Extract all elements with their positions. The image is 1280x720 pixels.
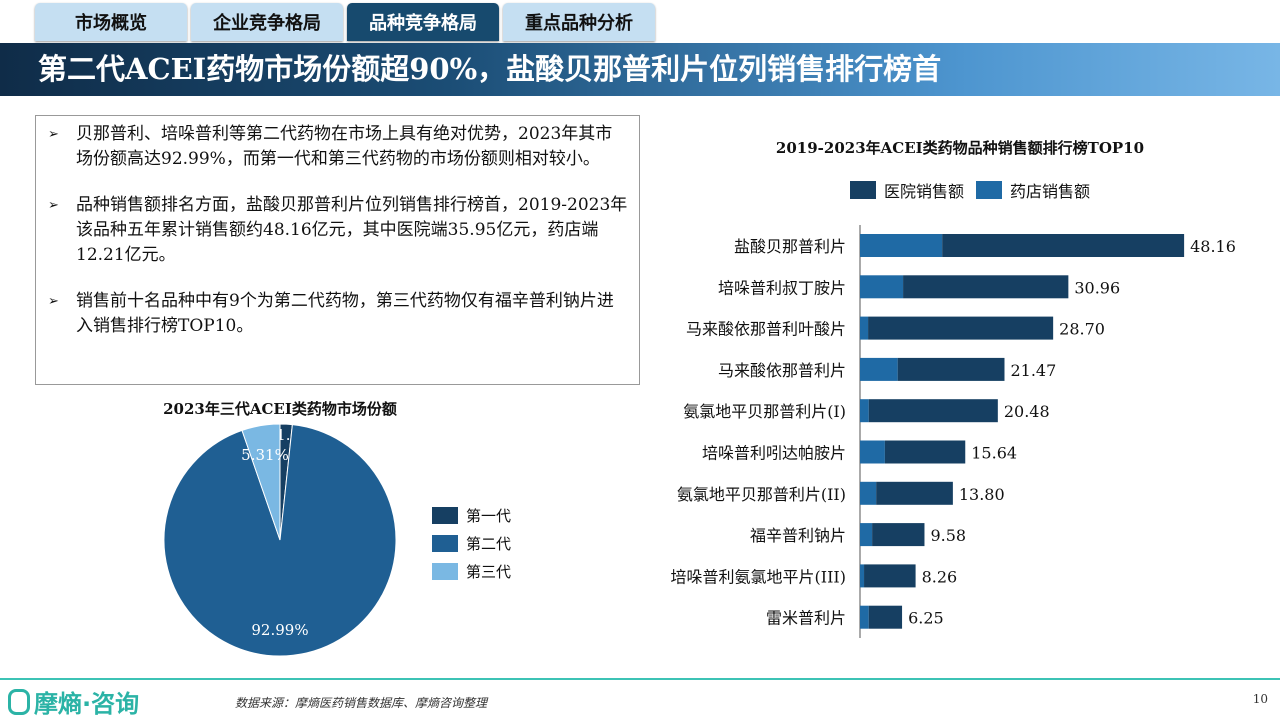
legend-item: 第一代 xyxy=(432,505,511,526)
pie-slice xyxy=(241,423,281,541)
bar-segment xyxy=(864,564,916,588)
legend-label: 第二代 xyxy=(466,535,512,553)
category-label: 盐酸贝那普利片 xyxy=(734,237,846,256)
arrow-bullet-icon: ➢ xyxy=(48,198,59,213)
bar-segment xyxy=(884,440,966,464)
legend-item: 第三代 xyxy=(432,561,511,582)
footer-divider xyxy=(0,678,1280,680)
category-label: 马来酸依那普利片 xyxy=(718,361,846,380)
tab-variety-competition[interactable]: 品种竞争格局 xyxy=(347,3,499,41)
pie-data-label: 5.31% xyxy=(241,446,289,464)
bar-segment xyxy=(860,564,865,588)
pie-slice xyxy=(163,424,397,657)
bar-segment xyxy=(860,357,898,381)
category-label: 培哚普利吲达帕胺片 xyxy=(702,444,846,463)
bullet-text: 贝那普利、培哚普利等第二代药物在市场上具有绝对优势，2023年其市场份额高达92… xyxy=(76,124,613,169)
bar-value-label: 15.64 xyxy=(971,444,1017,463)
bar-chart-title: 2019-2023年ACEI类药物品种销售额排行榜TOP10 xyxy=(775,139,1145,157)
category-label: 福辛普利钠片 xyxy=(750,526,846,545)
bar-segment xyxy=(942,234,1185,257)
legend-item-hospital: 医院销售额 xyxy=(850,178,964,202)
page-number: 10 xyxy=(1252,692,1268,706)
bar-value-label: 30.96 xyxy=(1074,278,1120,297)
legend-swatch xyxy=(976,181,1003,199)
category-label: 氨氯地平贝那普利片(II) xyxy=(677,485,846,504)
bar-segment xyxy=(860,523,873,547)
category-label: 培哚普利叔丁胺片 xyxy=(718,278,846,297)
bar-segment xyxy=(860,399,869,423)
bar-segment xyxy=(876,481,953,505)
tab-key-variety-analysis[interactable]: 重点品种分析 xyxy=(503,3,655,41)
page-title: 第二代ACEI药物市场份额超90%，盐酸贝那普利片位列销售排行榜首 xyxy=(0,43,1280,96)
bar-segment xyxy=(897,357,1005,381)
legend-swatch xyxy=(850,181,876,199)
company-logo: 摩熵·咨询 xyxy=(8,684,139,719)
bar-segment xyxy=(903,275,1069,299)
logo-icon xyxy=(8,688,30,715)
bar-value-label: 20.48 xyxy=(1004,402,1050,421)
legend-swatch xyxy=(432,507,458,524)
legend-swatch xyxy=(432,563,458,580)
bullet-text: 品种销售额排名方面，盐酸贝那普利片位列销售排行榜首，2019-2023年该品种五… xyxy=(76,195,628,265)
bar-value-label: 48.16 xyxy=(1190,237,1236,256)
logo-text: 摩熵·咨询 xyxy=(34,690,140,718)
category-label: 培哚普利氨氯地平片(III) xyxy=(671,567,846,586)
pie-chart: 1.70%92.99%5.31% xyxy=(163,423,397,657)
bar-segment xyxy=(868,605,903,629)
bar-segment xyxy=(860,481,877,505)
arrow-bullet-icon: ➢ xyxy=(48,127,59,142)
bullet-item: ➢ 贝那普利、培哚普利等第二代药物在市场上具有绝对优势，2023年其市场份额高达9… xyxy=(48,122,629,172)
legend-label: 医院销售额 xyxy=(884,182,965,201)
legend-label: 第一代 xyxy=(466,507,512,525)
category-label: 马来酸依那普利叶酸片 xyxy=(686,320,846,339)
tab-enterprise-competition[interactable]: 企业竞争格局 xyxy=(191,3,343,41)
bar-value-label: 8.26 xyxy=(922,567,958,586)
bar-chart: 盐酸贝那普利片 48.16 培哚普利叔丁胺片 30.96 马来酸依那普利叶酸片 28.70… xyxy=(671,225,1236,638)
category-label: 雷米普利片 xyxy=(766,609,846,628)
data-source: 数据来源：摩熵医药销售数据库、摩熵咨询整理 xyxy=(235,696,488,710)
legend-item-pharmacy: 药店销售额 xyxy=(976,178,1090,202)
bar-segment xyxy=(860,275,904,299)
bar-segment xyxy=(860,440,885,464)
bar-segment xyxy=(868,399,998,423)
tab-market-overview[interactable]: 市场概览 xyxy=(35,3,187,41)
bullet-text: 销售前十名品种中有9个为第二代药物，第三代药物仅有福辛普利钠片进入销售排行榜TO… xyxy=(76,291,614,336)
arrow-bullet-icon: ➢ xyxy=(48,294,59,309)
bar-value-label: 28.70 xyxy=(1059,320,1105,339)
bullet-item: ➢ 销售前十名品种中有9个为第二代药物，第三代药物仅有福辛普利钠片进入销售排行榜T… xyxy=(48,289,629,339)
pie-data-label: 92.99% xyxy=(251,621,308,639)
legend-item: 第二代 xyxy=(432,533,511,554)
category-label: 氨氯地平贝那普利片(I) xyxy=(683,402,846,421)
summary-box: ➢ 贝那普利、培哚普利等第二代药物在市场上具有绝对优势，2023年其市场份额高达9… xyxy=(35,115,640,385)
bar-segment xyxy=(860,316,869,340)
bar-legend: 医院销售额 药店销售额 xyxy=(850,178,1090,202)
tab-bar: 市场概览 企业竞争格局 品种竞争格局 重点品种分析 xyxy=(35,3,655,41)
legend-label: 药店销售额 xyxy=(1010,182,1091,201)
legend-label: 第三代 xyxy=(466,563,512,581)
bullet-item: ➢ 品种销售额排名方面，盐酸贝那普利片位列销售排行榜首，2019-2023年该品种… xyxy=(48,193,629,268)
pie-legend: 第一代 第二代 第三代 xyxy=(432,505,511,589)
bar-segment xyxy=(860,605,869,629)
bar-segment xyxy=(872,523,925,547)
pie-chart-title: 2023年三代ACEI类药物市场份额 xyxy=(163,400,397,418)
bar-value-label: 21.47 xyxy=(1010,361,1056,380)
bar-value-label: 9.58 xyxy=(930,526,966,545)
bar-value-label: 6.25 xyxy=(908,609,944,628)
bar-segment xyxy=(868,316,1054,340)
bar-segment xyxy=(860,234,943,257)
bar-value-label: 13.80 xyxy=(959,485,1005,504)
legend-swatch xyxy=(432,535,458,552)
